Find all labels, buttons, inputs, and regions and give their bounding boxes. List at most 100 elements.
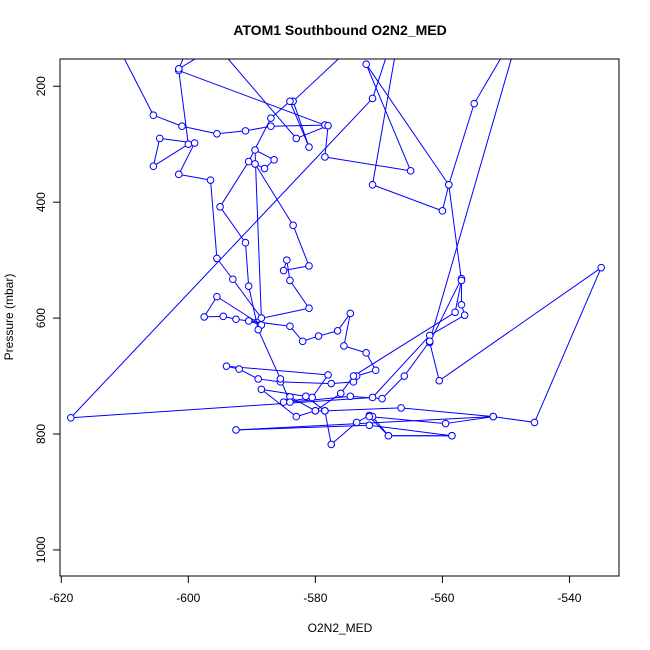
series-segment — [324, 125, 329, 158]
data-point — [216, 202, 224, 211]
series-segment — [454, 280, 462, 313]
data-point — [222, 362, 231, 370]
data-point — [451, 308, 459, 317]
data-point — [174, 65, 183, 73]
data-point — [489, 412, 498, 421]
x-tick-label: -600 — [176, 591, 200, 605]
data-point — [260, 164, 269, 173]
data-point — [324, 121, 332, 130]
x-axis-label: O2N2_MED — [308, 621, 373, 635]
data-point — [257, 385, 266, 394]
series-segment — [311, 374, 329, 398]
data-point — [321, 407, 329, 415]
data-point — [371, 366, 380, 375]
data-point — [333, 327, 342, 335]
series-segment — [343, 345, 367, 354]
data-point — [200, 313, 208, 321]
data-point — [406, 167, 415, 175]
y-tick-label: 200 — [34, 76, 48, 96]
data-point — [178, 122, 186, 131]
chart-title: ATOM1 Southbound O2N2_MED — [233, 22, 446, 38]
series-segment — [289, 101, 310, 148]
series-segment — [372, 184, 443, 212]
series-segment — [292, 59, 340, 102]
series-segment — [178, 59, 196, 70]
series-segment — [70, 396, 373, 419]
y-axis-label: Pressure (mbar) — [2, 274, 16, 361]
data-point — [257, 314, 266, 322]
series-segment — [254, 149, 262, 319]
series-segment — [178, 142, 196, 175]
data-point — [321, 153, 329, 161]
data-point — [289, 221, 297, 230]
data-point — [279, 266, 288, 275]
series-segment — [178, 59, 184, 70]
series-segment — [219, 206, 246, 244]
series-segment — [70, 98, 373, 419]
data-point — [244, 282, 253, 291]
data-point — [352, 418, 361, 427]
data-point — [378, 394, 386, 403]
x-tick-label: -620 — [49, 591, 73, 605]
data-point — [298, 337, 307, 346]
data-point — [368, 94, 377, 103]
data-point — [384, 431, 393, 440]
series-segment — [232, 278, 262, 319]
series-segment — [181, 125, 218, 135]
data-point — [213, 292, 221, 301]
data-point — [448, 431, 456, 440]
data-point — [244, 157, 253, 166]
data-point — [425, 337, 434, 346]
data-point — [286, 398, 294, 406]
data-point — [597, 263, 606, 272]
data-point — [184, 140, 193, 149]
data-point — [213, 254, 221, 263]
series-segment — [226, 365, 329, 376]
series-segment — [429, 59, 512, 342]
data-point — [206, 176, 215, 184]
series-segment — [219, 161, 250, 208]
series-segment — [401, 407, 494, 418]
series-segment — [153, 114, 183, 127]
data-point — [435, 376, 444, 385]
data-point — [174, 170, 183, 179]
data-point — [365, 412, 374, 421]
data-point — [305, 304, 313, 313]
series-segment — [153, 143, 189, 167]
data-point — [314, 332, 323, 340]
data-point — [279, 398, 288, 406]
series-segment — [438, 267, 602, 382]
series-segment — [372, 59, 387, 99]
series-segment — [448, 184, 462, 281]
data-point — [470, 99, 478, 108]
series-segment — [441, 184, 450, 211]
series-segment — [152, 138, 161, 167]
series-segment — [178, 70, 189, 145]
data-point — [282, 256, 291, 264]
series-segment — [289, 395, 351, 403]
series-segment — [216, 258, 234, 280]
data-point — [302, 392, 310, 401]
data-point — [286, 322, 294, 330]
series-segment — [429, 314, 465, 336]
data-point — [327, 379, 336, 388]
data-point — [241, 238, 250, 247]
data-point — [241, 127, 250, 135]
data-point — [149, 162, 158, 171]
series-segment — [244, 242, 250, 287]
data-point — [276, 375, 285, 383]
series-segment — [257, 329, 281, 380]
data-point — [213, 129, 221, 138]
data-point — [66, 413, 75, 422]
data-point — [235, 365, 243, 373]
series-segment — [324, 156, 411, 172]
data-point — [292, 134, 301, 143]
series-segment — [178, 173, 211, 181]
data-point — [460, 311, 469, 319]
series-segment — [289, 396, 316, 412]
data-point — [324, 371, 332, 379]
data-point — [305, 143, 313, 151]
series-segment — [289, 280, 310, 309]
y-tick-label: 1000 — [34, 536, 48, 563]
